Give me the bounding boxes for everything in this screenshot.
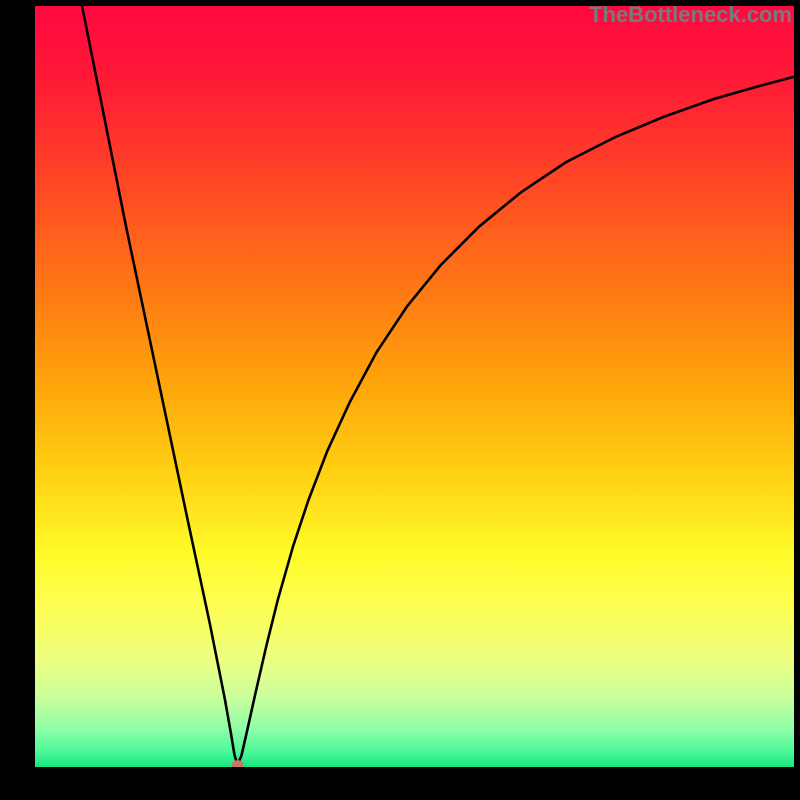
curve-right-branch	[238, 77, 794, 765]
watermark-text: TheBottleneck.com	[589, 2, 792, 28]
plot-area	[35, 6, 794, 767]
bottleneck-curve	[35, 6, 794, 767]
minimum-marker-icon	[232, 760, 244, 767]
curve-left-branch	[81, 6, 238, 765]
chart-frame: TheBottleneck.com	[0, 0, 800, 800]
